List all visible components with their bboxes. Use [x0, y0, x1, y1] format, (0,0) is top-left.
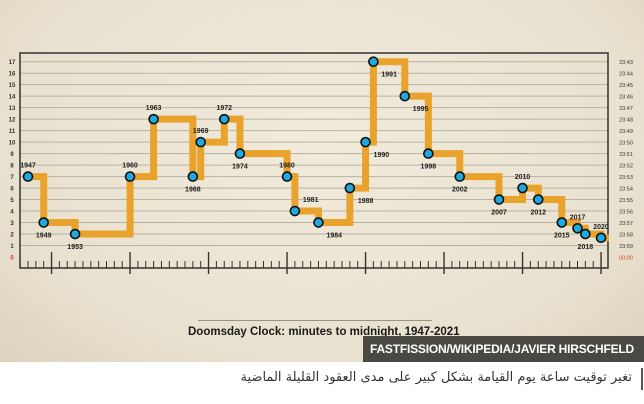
y-tick-label: 3	[10, 221, 14, 227]
y2-tick-label: 23:43	[619, 60, 633, 66]
y2-tick-label: 23:52	[619, 164, 633, 170]
caption-bar	[641, 368, 643, 390]
chart-title: Doomsday Clock: minutes to midnight, 194…	[188, 326, 460, 338]
y-tick-label: 6	[10, 187, 14, 193]
data-point	[281, 171, 293, 182]
plot-frame	[19, 52, 609, 269]
y2-tick-label: 23:51	[619, 152, 633, 158]
title-rule	[198, 320, 432, 321]
y-tick-label: 14	[9, 95, 16, 101]
y-tick-label: 16	[9, 72, 16, 78]
chart-image: 0 00:00 1 23:59 2 23:58 3 23:57 4 23:56 5 23:55 6 23:…	[0, 0, 644, 362]
data-label: 1981	[303, 197, 319, 204]
data-point	[22, 171, 34, 182]
data-label: 1998	[421, 164, 437, 171]
y-tick-label: 8	[10, 164, 14, 170]
data-label: 1969	[193, 128, 209, 135]
data-point	[69, 228, 81, 240]
y2-tick-label: 23:53	[619, 175, 633, 181]
data-label: 2017	[570, 214, 586, 221]
y2-tick-label: 23:44	[619, 72, 633, 78]
y2-tick-label: 00:00	[619, 256, 633, 262]
data-point	[313, 217, 324, 228]
data-point	[187, 171, 199, 182]
y-tick-label: 1	[10, 244, 14, 250]
data-label: 1947	[20, 163, 36, 170]
y2-tick-label: 23:54	[619, 187, 633, 193]
y2-tick-label: 23:47	[619, 106, 633, 112]
y2-tick-label: 23:59	[619, 244, 633, 250]
data-label: 1988	[358, 198, 374, 205]
data-label: 2020	[593, 224, 609, 231]
data-label: 1974	[232, 164, 248, 171]
data-point	[38, 217, 50, 228]
y2-tick-label: 23:55	[619, 198, 633, 204]
data-point	[289, 205, 301, 217]
data-label: 1984	[326, 233, 342, 240]
y-tick-label: 7	[10, 175, 14, 181]
data-label: 1949	[36, 233, 52, 240]
step-line	[28, 58, 609, 242]
data-point	[195, 136, 206, 148]
y2-tick-label: 23:49	[619, 129, 633, 135]
data-label: 1990	[374, 152, 390, 159]
data-label: 1972	[216, 105, 232, 112]
data-point	[556, 217, 568, 228]
y-tick-label: 5	[10, 198, 14, 204]
data-point	[580, 228, 591, 240]
data-label: 2010	[515, 174, 531, 181]
data-point	[423, 148, 434, 159]
data-label: 1980	[279, 163, 295, 170]
y2-tick-label: 23:56	[619, 210, 633, 216]
data-point	[399, 90, 411, 102]
data-point	[148, 113, 159, 125]
y2-tick-label: 23:46	[619, 95, 633, 101]
data-point	[493, 194, 505, 205]
doomsday-clock-chart: 0 00:00 1 23:59 2 23:58 3 23:57 4 23:56 5 23:55 6 23:…	[9, 52, 633, 274]
data-point	[532, 194, 544, 205]
data-label: 2002	[452, 187, 468, 194]
y2-tick-label: 23:50	[619, 141, 633, 147]
y-tick-label: 11	[9, 129, 16, 135]
data-label: 1960	[122, 163, 138, 170]
y2-tick-label: 23:58	[619, 233, 633, 239]
y-tick-label: 15	[9, 83, 16, 89]
data-label: 1953	[67, 244, 83, 251]
y-tick-label: 10	[9, 141, 16, 147]
data-label: 2018	[578, 244, 594, 251]
image-caption: تغير توقيت ساعة يوم القيامة بشكل كبير عل…	[240, 370, 632, 385]
data-point	[595, 232, 607, 244]
data-label: 1963	[146, 105, 162, 112]
data-point	[572, 222, 583, 234]
image-credit: FASTFISSION/WIKIPEDIA/JAVIER HIRSCHFELD	[363, 336, 644, 362]
y2-tick-label: 23:57	[619, 221, 633, 227]
data-label: 1995	[413, 106, 429, 113]
y-tick-label: 2	[10, 233, 14, 239]
data-label: 2012	[530, 210, 546, 217]
data-point	[517, 182, 528, 194]
data-point	[218, 113, 230, 125]
data-point	[454, 171, 466, 182]
data-point	[234, 148, 246, 159]
y-tick-label: 17	[9, 60, 16, 66]
data-label: 2007	[491, 210, 507, 217]
data-point	[344, 182, 356, 194]
y2-tick-label: 23:45	[619, 83, 633, 89]
data-label: 1968	[185, 187, 201, 194]
y-tick-label: 13	[9, 106, 16, 112]
y-tick-label: 12	[9, 118, 16, 124]
data-label: 2015	[554, 233, 570, 240]
data-point	[360, 136, 371, 148]
y2-tick-label: 23:48	[619, 118, 633, 124]
y-tick-label: 9	[10, 152, 14, 158]
data-label: 1991	[381, 72, 397, 79]
y-tick-label: 0	[10, 256, 14, 262]
y-tick-label: 4	[10, 210, 14, 216]
data-point	[124, 171, 136, 182]
data-point	[368, 56, 379, 68]
